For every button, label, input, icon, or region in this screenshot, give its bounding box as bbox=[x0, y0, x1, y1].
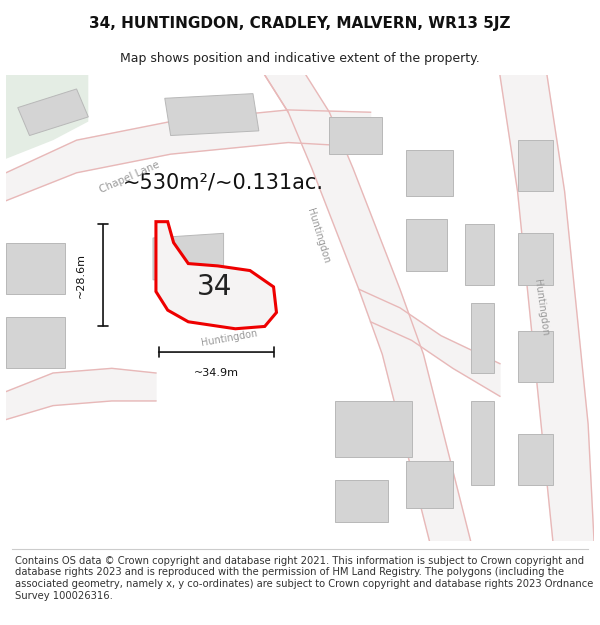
Text: Huntingdon: Huntingdon bbox=[532, 279, 550, 337]
Polygon shape bbox=[153, 233, 224, 280]
Polygon shape bbox=[265, 75, 470, 541]
Polygon shape bbox=[406, 219, 447, 271]
Polygon shape bbox=[156, 222, 277, 329]
Polygon shape bbox=[470, 303, 494, 373]
Text: Contains OS data © Crown copyright and database right 2021. This information is : Contains OS data © Crown copyright and d… bbox=[15, 556, 593, 601]
Polygon shape bbox=[406, 149, 453, 196]
Polygon shape bbox=[518, 140, 553, 191]
Text: ~34.9m: ~34.9m bbox=[194, 368, 239, 378]
Polygon shape bbox=[6, 242, 65, 294]
Text: Huntingdon: Huntingdon bbox=[305, 207, 331, 264]
Text: Chapel Lane: Chapel Lane bbox=[98, 160, 161, 195]
Polygon shape bbox=[6, 317, 65, 368]
Polygon shape bbox=[518, 331, 553, 382]
Text: ~530m²/~0.131ac.: ~530m²/~0.131ac. bbox=[123, 172, 324, 192]
Polygon shape bbox=[500, 75, 594, 541]
Polygon shape bbox=[359, 289, 500, 396]
Polygon shape bbox=[6, 75, 88, 159]
Polygon shape bbox=[464, 224, 494, 284]
Text: ~28.6m: ~28.6m bbox=[76, 253, 86, 298]
Polygon shape bbox=[518, 434, 553, 485]
Polygon shape bbox=[335, 401, 412, 457]
Polygon shape bbox=[470, 401, 494, 485]
Polygon shape bbox=[18, 89, 88, 136]
Polygon shape bbox=[6, 368, 156, 419]
Polygon shape bbox=[165, 94, 259, 136]
Polygon shape bbox=[6, 110, 371, 201]
Text: 34: 34 bbox=[197, 273, 232, 301]
Text: 34, HUNTINGDON, CRADLEY, MALVERN, WR13 5JZ: 34, HUNTINGDON, CRADLEY, MALVERN, WR13 5… bbox=[89, 16, 511, 31]
Polygon shape bbox=[518, 233, 553, 284]
Polygon shape bbox=[329, 117, 382, 154]
Text: Map shows position and indicative extent of the property.: Map shows position and indicative extent… bbox=[120, 52, 480, 65]
Polygon shape bbox=[406, 461, 453, 508]
Text: Huntingdon: Huntingdon bbox=[200, 328, 259, 348]
Polygon shape bbox=[335, 480, 388, 522]
